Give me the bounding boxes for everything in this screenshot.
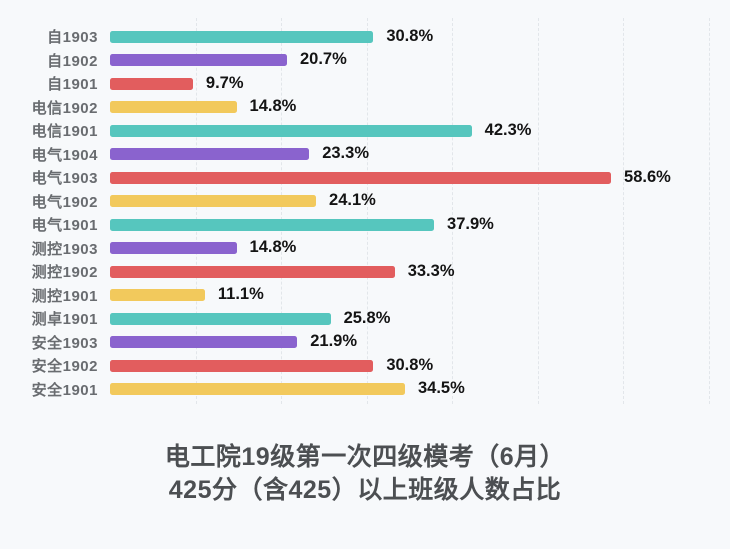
bar-row: 电信1902 14.8%	[0, 96, 730, 120]
chart-title: 电工院19级第一次四级模考（6月） 425分（含425）以上班级人数占比	[0, 441, 730, 507]
value-label: 42.3%	[484, 120, 532, 139]
bar[interactable]	[110, 336, 298, 349]
bar-row: 自1902 20.7%	[0, 49, 730, 73]
bar-row: 安全1902 30.8%	[0, 354, 730, 378]
bar[interactable]	[110, 218, 435, 231]
value-label: 25.8%	[343, 308, 391, 327]
category-label: 电气1904	[31, 146, 98, 164]
value-label: 14.8%	[249, 97, 297, 116]
bar-track: 34.5%	[110, 379, 730, 397]
category-label: 测控1903	[31, 240, 98, 258]
bar[interactable]	[110, 195, 317, 208]
category-label: 电气1902	[31, 193, 98, 211]
category-label: 自1901	[47, 76, 98, 94]
bar[interactable]	[110, 54, 287, 67]
category-label: 电信1901	[31, 123, 98, 141]
category-label: 测控1901	[31, 287, 98, 305]
bar-row: 测控1901 11.1%	[0, 284, 730, 308]
bar-row: 安全1903 21.9%	[0, 331, 730, 355]
category-label: 安全1903	[31, 334, 98, 352]
bar-track: 23.3%	[110, 144, 730, 162]
bar-track: 14.8%	[110, 238, 730, 256]
bar-track: 58.6%	[110, 168, 730, 186]
bar-track: 9.7%	[110, 74, 730, 92]
bar-row: 电气1903 58.6%	[0, 166, 730, 190]
bar-track: 30.8%	[110, 27, 730, 45]
value-label: 37.9%	[447, 214, 494, 233]
value-label: 30.8%	[386, 26, 434, 45]
category-label: 测控1902	[31, 264, 98, 282]
bar-row: 自1903 30.8%	[0, 25, 730, 49]
value-label: 58.6%	[624, 167, 671, 186]
value-label: 24.1%	[329, 191, 376, 210]
bar-row: 自1901 9.7%	[0, 72, 730, 96]
bar[interactable]	[110, 289, 205, 302]
bar-track: 20.7%	[110, 50, 730, 68]
value-label: 14.8%	[249, 238, 297, 257]
bar-row: 测控1903 14.8%	[0, 237, 730, 261]
bar-track: 37.9%	[110, 215, 730, 233]
category-label: 电气1903	[31, 170, 98, 188]
value-label: 21.9%	[310, 332, 358, 351]
bar[interactable]	[110, 265, 395, 278]
bar-track: 21.9%	[110, 332, 730, 350]
bar[interactable]	[110, 101, 237, 114]
bar-row: 测卓1901 25.8%	[0, 307, 730, 331]
category-label: 安全1902	[31, 358, 98, 376]
value-label: 34.5%	[417, 379, 465, 398]
bar-track: 33.3%	[110, 262, 730, 280]
bar[interactable]	[110, 359, 374, 372]
bar[interactable]	[110, 312, 331, 325]
bar-track: 42.3%	[110, 121, 730, 139]
chart-title-line2: 425分（含425）以上班级人数占比	[168, 476, 562, 504]
bar-track: 11.1%	[110, 285, 730, 303]
bar-rows: 自1903 30.8% 自1902 20.7% 自1901 9.7% 电信1902 14.8%…	[0, 25, 730, 401]
bar-track: 14.8%	[110, 97, 730, 115]
chart-title-line1: 电工院19级第一次四级模考（6月）	[164, 443, 566, 471]
category-label: 电气1901	[31, 217, 98, 235]
bar-row: 电气1902 24.1%	[0, 190, 730, 214]
bar[interactable]	[110, 124, 472, 137]
bar[interactable]	[110, 148, 310, 161]
bar-row: 安全1901 34.5%	[0, 378, 730, 402]
bar[interactable]	[110, 30, 374, 43]
bar-row: 电气1901 37.9%	[0, 213, 730, 237]
value-label: 20.7%	[299, 50, 347, 69]
bar[interactable]	[110, 171, 612, 184]
category-label: 自1902	[47, 52, 98, 70]
bar[interactable]	[110, 77, 193, 90]
value-label: 23.3%	[322, 144, 369, 163]
bar[interactable]	[110, 383, 405, 396]
category-label: 安全1901	[31, 381, 98, 399]
category-label: 电信1902	[31, 99, 98, 117]
value-label: 33.3%	[407, 261, 455, 280]
value-label: 9.7%	[205, 73, 244, 92]
value-label: 30.8%	[386, 355, 434, 374]
bar[interactable]	[110, 242, 237, 255]
bar-row: 电信1901 42.3%	[0, 119, 730, 143]
bar-track: 24.1%	[110, 191, 730, 209]
bar-row: 测控1902 33.3%	[0, 260, 730, 284]
bar-track: 30.8%	[110, 356, 730, 374]
bar-track: 25.8%	[110, 309, 730, 327]
bar-row: 电气1904 23.3%	[0, 143, 730, 167]
category-label: 测卓1901	[31, 311, 98, 329]
category-label: 自1903	[47, 29, 98, 47]
value-label: 11.1%	[217, 285, 264, 304]
